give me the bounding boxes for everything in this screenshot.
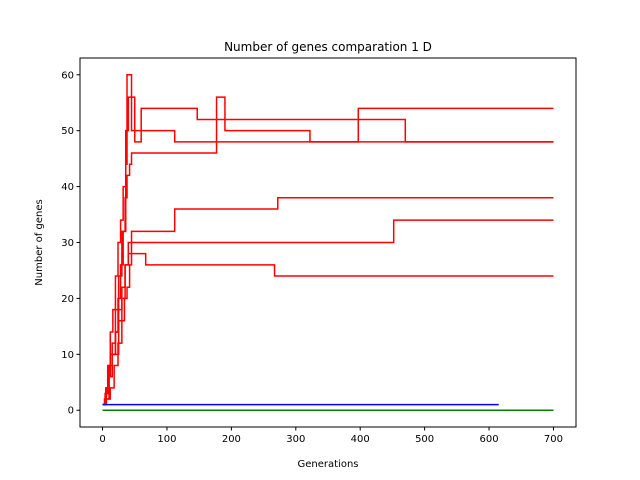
x-tick-label: 500 (415, 434, 434, 445)
x-tick-label: 700 (544, 434, 563, 445)
series-line-5 (102, 219, 554, 406)
y-tick-label: 50 (61, 126, 74, 137)
y-axis: 0 10 20 30 40 50 60 (61, 70, 80, 417)
y-tick-label: 10 (61, 350, 74, 361)
chart-title: Number of genes comparation 1 D (224, 40, 432, 54)
x-tick-label: 400 (351, 434, 370, 445)
y-axis-label: Number of genes (34, 199, 45, 285)
x-tick-label: 300 (286, 434, 305, 445)
x-tick-label: 0 (99, 434, 105, 445)
series-line-2 (102, 96, 554, 406)
series-line-6 (102, 252, 554, 406)
y-tick-label: 30 (61, 238, 74, 249)
x-axis-label: Generations (298, 459, 359, 470)
y-tick-label: 0 (68, 406, 74, 417)
x-tick-label: 100 (157, 434, 176, 445)
x-tick-label: 600 (479, 434, 498, 445)
x-axis: 0 100 200 300 400 500 600 700 (99, 427, 563, 445)
y-tick-label: 40 (61, 182, 74, 193)
x-tick-label: 200 (222, 434, 241, 445)
y-tick-label: 20 (61, 294, 74, 305)
series-layer (102, 74, 554, 411)
y-tick-label: 60 (61, 70, 74, 81)
